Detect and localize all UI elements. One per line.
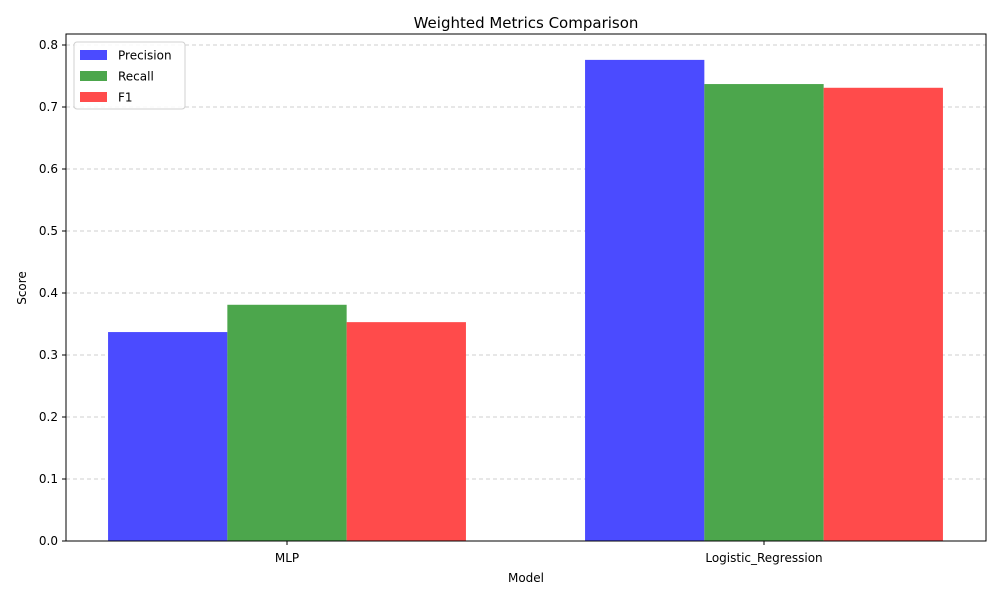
bar-recall-logistic_regression[interactable] bbox=[704, 84, 824, 541]
x-tick-label: Logistic_Regression bbox=[705, 551, 822, 565]
x-axis: MLP Logistic_Regression bbox=[275, 541, 823, 565]
y-tick-label: 0.5 bbox=[39, 224, 58, 238]
plot-frame bbox=[65, 33, 987, 542]
y-tick-label: 0.2 bbox=[39, 410, 58, 424]
legend-swatch-f1 bbox=[80, 92, 107, 102]
legend-label-precision: Precision bbox=[118, 49, 172, 63]
legend-swatch-precision bbox=[80, 50, 107, 60]
y-tick-label: 0.0 bbox=[39, 534, 58, 548]
y-axis-label: Score bbox=[15, 271, 29, 305]
legend-label-recall: Recall bbox=[118, 70, 154, 84]
bar-precision-mlp[interactable] bbox=[108, 332, 228, 541]
legend[interactable]: Precision Recall F1 bbox=[73, 41, 186, 110]
y-tick-label: 0.6 bbox=[39, 162, 58, 176]
legend-items: Precision Recall F1 bbox=[80, 49, 172, 105]
bars bbox=[108, 59, 943, 541]
y-tick-label: 0.4 bbox=[39, 286, 58, 300]
y-tick-label: 0.7 bbox=[39, 100, 58, 114]
x-tick-label: MLP bbox=[275, 551, 299, 565]
y-tick-label: 0.3 bbox=[39, 348, 58, 362]
bar-precision-logistic_regression[interactable] bbox=[585, 59, 705, 541]
bar-f1-logistic_regression[interactable] bbox=[823, 87, 943, 541]
y-tick-label: 0.1 bbox=[39, 472, 58, 486]
legend-label-f1: F1 bbox=[118, 91, 133, 105]
bar-recall-mlp[interactable] bbox=[227, 304, 347, 541]
y-axis: 0.0 0.1 0.2 0.3 0.4 0.5 0.6 0.7 0.8 bbox=[39, 38, 66, 548]
legend-swatch-recall bbox=[80, 71, 107, 81]
chart-title: Weighted Metrics Comparison bbox=[414, 14, 639, 32]
y-tick-label: 0.8 bbox=[39, 38, 58, 52]
bar-f1-mlp[interactable] bbox=[346, 322, 466, 541]
x-axis-label: Model bbox=[508, 571, 544, 585]
